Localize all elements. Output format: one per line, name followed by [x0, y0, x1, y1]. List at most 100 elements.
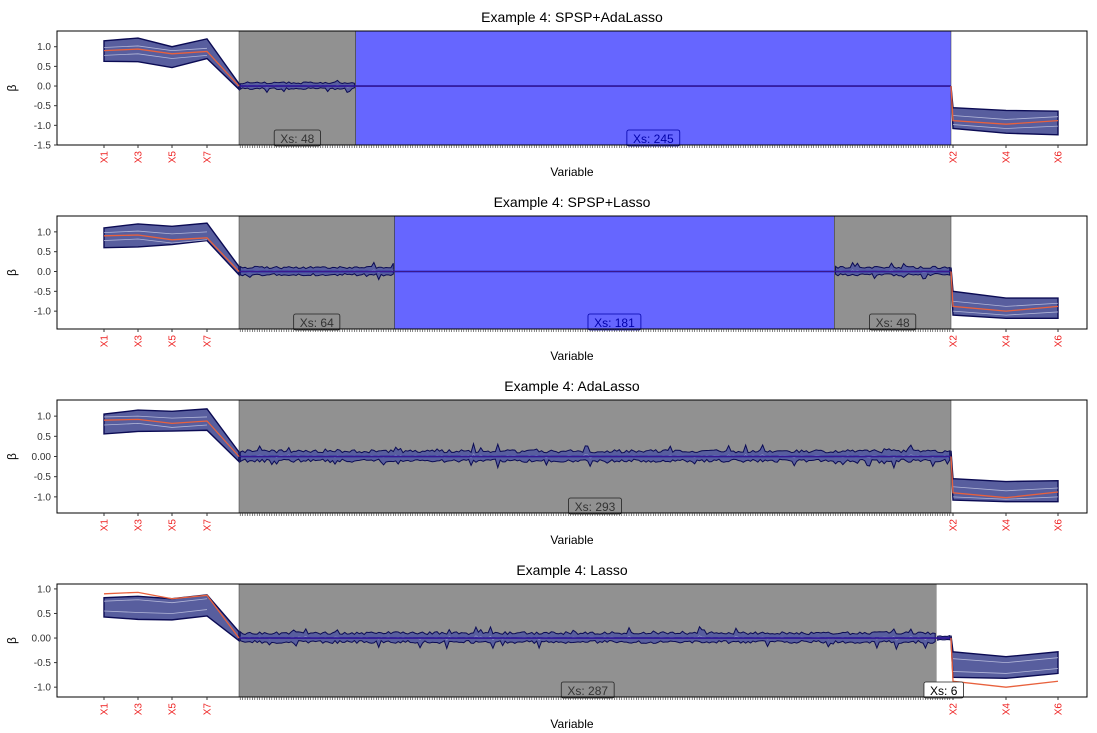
x-tick-label: X3 [134, 335, 145, 348]
true-line-right [950, 456, 1059, 499]
noise-ticks [239, 513, 951, 516]
region-label-text: Xs: 48 [280, 132, 314, 146]
x-axis-title: Variable [550, 717, 593, 731]
region-label-text: Xs: 48 [876, 316, 910, 330]
noise-ticks [239, 145, 951, 148]
x-tick-label: X1 [100, 703, 111, 716]
signal-trace-left [103, 598, 208, 604]
x-tick-label: X7 [203, 519, 214, 532]
signal-trace-right [952, 496, 1059, 500]
x-tick-label: X2 [949, 703, 960, 716]
x-tick-label: X2 [949, 519, 960, 532]
true-line-right [950, 271, 1059, 312]
signal-band-left [103, 37, 240, 91]
y-tick-label: 0.5 [37, 432, 51, 443]
true-line-left [103, 418, 240, 457]
x-axis: X1 X3 X5 X7 X2 X4 X6 [100, 697, 1065, 715]
region-label: Xs: 6 [923, 681, 964, 699]
y-tick-label: 1.0 [37, 42, 51, 53]
x-tick-label: X5 [168, 519, 179, 532]
y-tick-label: -1.5 [34, 141, 52, 152]
x-tick-label: X2 [949, 151, 960, 164]
y-tick-label: 0.0 [37, 267, 51, 278]
panel-title: Example 4: Lasso [516, 562, 627, 578]
panel-3: Example 4: AdaLasso Xs: 293 1.0 0.5 0.00 -0.5… [5, 378, 1088, 547]
x-tick-label: X6 [1054, 519, 1065, 532]
region-label: Xs: 181 [587, 313, 642, 331]
panel-title: Example 4: SPSP+AdaLasso [481, 9, 663, 25]
region-blue [355, 30, 952, 146]
true-line-left [103, 591, 240, 639]
true-line-left [103, 234, 240, 272]
y-tick-label: -1.0 [34, 307, 52, 318]
y-tick-label: -0.5 [34, 101, 52, 112]
signal-trace-left [103, 238, 208, 244]
y-tick-label: 1.0 [37, 227, 51, 238]
region-label: Xs: 287 [560, 681, 615, 699]
panel-border [56, 583, 1088, 698]
y-axis: 1.0 0.5 0.00 -0.5 -1.0 [32, 412, 57, 503]
region-label: Xs: 48 [869, 313, 917, 331]
x-tick-label: X7 [203, 151, 214, 164]
y-axis-title: β [5, 269, 19, 276]
x-tick-label: X7 [203, 335, 214, 348]
x-tick-label: X6 [1054, 335, 1065, 348]
x-axis-title: Variable [550, 349, 593, 363]
panel-2: Example 4: SPSP+Lasso Xs: 64 Xs: 181 Xs: 48… [5, 194, 1088, 363]
panel-border [56, 30, 1088, 146]
x-tick-label: X1 [100, 151, 111, 164]
noise-regions [238, 215, 952, 330]
signal-band-left [103, 222, 240, 277]
x-tick-label: X4 [1002, 151, 1013, 164]
region-label-text: Xs: 245 [633, 132, 674, 146]
x-axis: X1 X3 X5 X7 X2 X4 X6 [100, 513, 1065, 531]
signal-trace-right [952, 668, 1059, 674]
panel-1: Example 4: SPSP+AdaLasso Xs: 48 Xs: 245 1.0… [5, 9, 1088, 179]
x-tick-label: X5 [168, 151, 179, 164]
x-tick-label: X4 [1002, 519, 1013, 532]
region-white [936, 584, 951, 697]
region-label: Xs: 48 [273, 129, 321, 147]
signal-trace-right [952, 657, 1059, 664]
x-tick-label: X3 [134, 703, 145, 716]
region-label-box [273, 129, 321, 147]
y-axis: 1.0 0.5 0.0 -0.5 -1.0 [34, 227, 57, 318]
signal-trace-left [103, 45, 208, 52]
x-tick-label: X5 [168, 703, 179, 716]
y-axis-title: β [5, 453, 19, 460]
panel-border [56, 215, 1088, 330]
y-tick-label: -0.5 [34, 658, 52, 669]
y-tick-label: -1.0 [34, 492, 52, 503]
y-tick-label: 0.5 [37, 247, 51, 258]
y-tick-label: -1.0 [34, 683, 52, 694]
x-tick-label: X3 [134, 151, 145, 164]
signal-band-left [103, 594, 240, 643]
region-label-box [293, 313, 341, 331]
x-tick-label: X4 [1002, 703, 1013, 716]
region-label-box [869, 313, 917, 331]
panel-4: Example 4: Lasso Xs: 287 Xs: 6 1.0 0.5 0.00 -0… [5, 562, 1088, 731]
y-tick-label: 1.0 [37, 412, 51, 423]
x-tick-label: X7 [203, 703, 214, 716]
region-label-text: Xs: 287 [567, 684, 608, 698]
true-line-right [950, 638, 1059, 688]
region-label-text: Xs: 293 [575, 500, 616, 514]
panel-title: Example 4: SPSP+Lasso [494, 194, 651, 210]
signal-trace-left [103, 609, 208, 614]
y-tick-label: 0.5 [37, 609, 51, 620]
region-label: Xs: 245 [626, 129, 681, 147]
y-tick-label: 0.0 [37, 82, 51, 93]
signal-trace-left [103, 423, 208, 428]
x-tick-label: X4 [1002, 335, 1013, 348]
x-axis: X1 X3 X5 X7 X2 X4 X6 [100, 329, 1065, 347]
x-tick-label: X1 [100, 335, 111, 348]
signal-trace-right [952, 310, 1059, 316]
x-tick-label: X6 [1054, 151, 1065, 164]
signal-trace-right [952, 124, 1059, 129]
y-tick-label: 0.00 [32, 452, 52, 463]
y-tick-label: 1.0 [37, 584, 51, 595]
region-label: Xs: 64 [293, 313, 341, 331]
y-tick-label: -0.5 [34, 472, 52, 483]
x-tick-label: X3 [134, 519, 145, 532]
